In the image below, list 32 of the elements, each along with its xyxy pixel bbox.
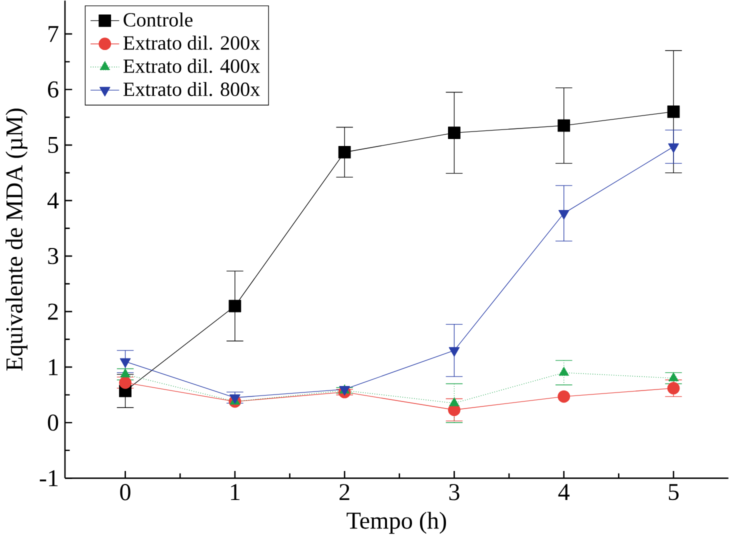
point xyxy=(338,146,351,158)
point xyxy=(558,390,570,403)
point xyxy=(119,376,132,389)
legend-label: Extrato dil. 200x xyxy=(123,35,260,50)
y-tick-label: 4 xyxy=(47,192,59,208)
point xyxy=(448,347,460,357)
point xyxy=(668,143,679,153)
point xyxy=(120,358,131,368)
y-tick-label: 2 xyxy=(48,303,58,320)
x-tick-label: 0 xyxy=(120,484,130,500)
y-tick-label: 1 xyxy=(49,359,58,375)
point xyxy=(448,126,460,139)
y-tick-label: -1 xyxy=(40,470,58,486)
y-tick-label: 7 xyxy=(48,26,58,42)
x-tick-label: 5 xyxy=(668,484,679,500)
x-tick-label: 3 xyxy=(449,484,460,500)
y-tick-label: 0 xyxy=(48,414,58,431)
x-axis-title: Tempo (h) xyxy=(346,512,446,534)
legend-label: Extrato dil. 800x xyxy=(123,82,260,96)
legend-label: Controle xyxy=(124,12,192,26)
y-axis-title: Equivalente de MDA (µM) xyxy=(6,108,28,370)
x-tick-label: 1 xyxy=(231,484,240,500)
point xyxy=(558,210,570,220)
legend-label: Extrato dil. 400x xyxy=(123,58,260,73)
point xyxy=(558,119,570,132)
point xyxy=(667,105,680,118)
point xyxy=(228,300,242,312)
y-tick-label: 5 xyxy=(48,136,58,153)
y-tick-label: 6 xyxy=(48,81,58,98)
x-tick-label: 2 xyxy=(340,484,350,500)
y-tick-label: 3 xyxy=(48,248,58,264)
x-tick-label: 4 xyxy=(558,484,570,500)
